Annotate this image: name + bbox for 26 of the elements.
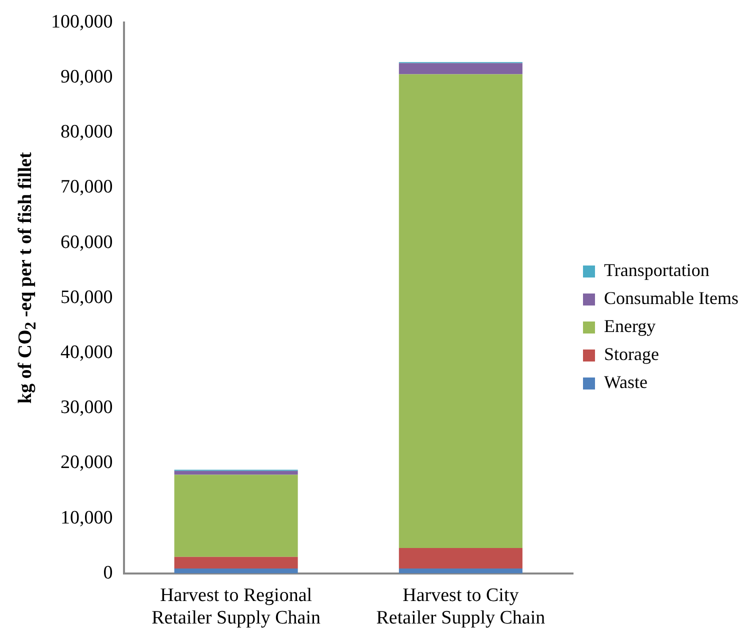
legend-label: Energy [604, 316, 656, 336]
x-tick-label: Harvest to Regional Retailer Supply Chain [152, 584, 321, 629]
bar [174, 474, 298, 557]
bar [398, 74, 522, 548]
legend-label: Storage [604, 344, 659, 364]
y-tick-label: 30,000 [60, 397, 113, 418]
legend-label: Transportation [604, 260, 710, 280]
y-tick-label: 100,000 [51, 11, 113, 32]
bar [174, 556, 298, 568]
y-tick-label: 10,000 [60, 507, 113, 528]
y-tick-label: 40,000 [60, 342, 113, 363]
bar [398, 63, 522, 74]
y-tick-label: 20,000 [60, 452, 113, 474]
bar [174, 470, 298, 475]
y-tick-label: 90,000 [60, 66, 113, 88]
y-tick-label: 50,000 [60, 286, 113, 308]
legend-label: Waste [604, 372, 648, 392]
y-tick-label: 0 [103, 562, 113, 584]
legend-label: Consumable Items [604, 288, 738, 308]
x-tick-label: Harvest to City Retailer Supply Chain [376, 584, 546, 629]
bar [174, 568, 298, 574]
y-tick-label: 70,000 [60, 176, 113, 198]
bar [398, 568, 522, 574]
bar [398, 548, 522, 568]
y-tick-label: 60,000 [60, 232, 113, 253]
y-tick-label: 80,000 [60, 122, 113, 143]
